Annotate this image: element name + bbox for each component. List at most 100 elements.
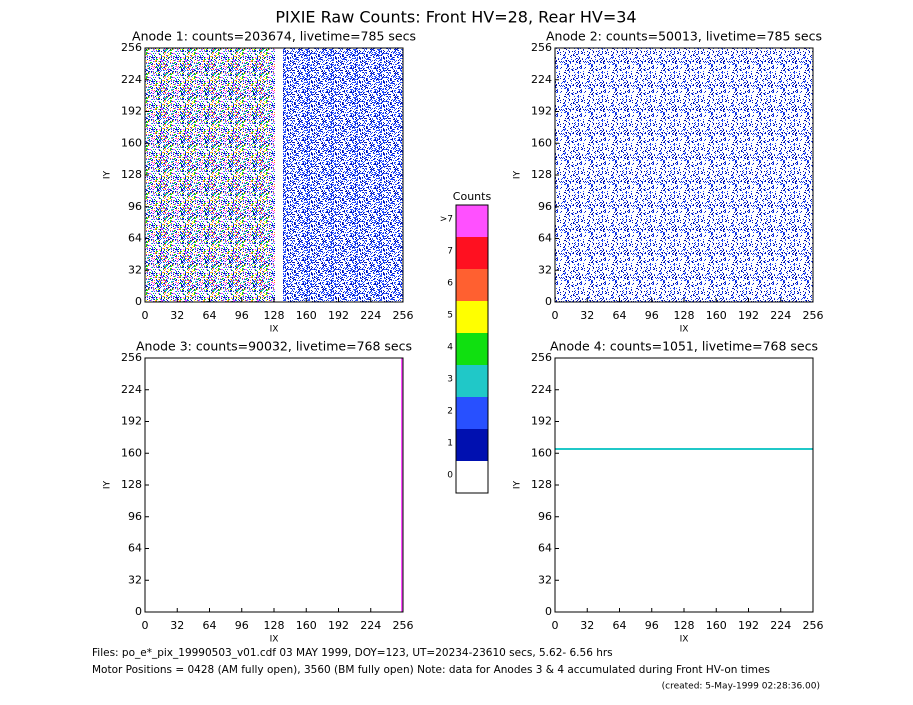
y-tick-label: 256	[531, 41, 552, 54]
colorbar-box	[456, 461, 488, 493]
y-tick-label: 224	[121, 73, 142, 86]
y-tick-label: 96	[538, 200, 552, 213]
y-tick-label: 96	[128, 200, 142, 213]
y-tick-label: 160	[121, 136, 142, 149]
x-tick-label: 128	[264, 309, 285, 322]
x-axis-label: IX	[270, 325, 279, 335]
colorbar-box	[456, 205, 488, 237]
x-tick-label: 96	[645, 619, 659, 632]
colorbar-label: 5	[447, 311, 453, 321]
colorbar-label: >7	[440, 215, 453, 225]
colorbar-label: 3	[447, 375, 453, 385]
colorbar-label: 0	[447, 471, 453, 481]
plot-frame	[554, 357, 814, 613]
x-tick-label: 224	[360, 619, 381, 632]
y-tick-label: 64	[128, 232, 142, 245]
x-tick-label: 32	[170, 309, 184, 322]
y-tick-label: 160	[531, 446, 552, 459]
x-axis-label: IX	[680, 325, 689, 335]
colorbar-label: 2	[447, 407, 453, 417]
footer-line: Motor Positions = 0428 (AM fully open), …	[92, 664, 770, 676]
panel-title: Anode 2: counts=50013, livetime=785 secs	[546, 29, 822, 44]
y-tick-label: 64	[128, 542, 142, 555]
x-tick-label: 64	[613, 619, 627, 632]
y-tick-label: 224	[531, 383, 552, 396]
x-tick-label: 160	[706, 309, 727, 322]
y-tick-label: 192	[121, 105, 142, 118]
x-tick-label: 96	[235, 619, 249, 632]
y-tick-label: 256	[531, 351, 552, 364]
x-tick-label: 96	[235, 309, 249, 322]
y-tick-label: 128	[121, 478, 142, 491]
x-tick-label: 160	[706, 619, 727, 632]
y-tick-label: 32	[538, 263, 552, 276]
colorbar-box	[456, 301, 488, 333]
x-tick-label: 128	[674, 619, 695, 632]
y-tick-label: 32	[128, 263, 142, 276]
y-tick-label: 0	[545, 605, 552, 618]
panel-title: Anode 1: counts=203674, livetime=785 sec…	[132, 29, 416, 44]
texture	[283, 48, 403, 302]
colorbar-label: 7	[447, 247, 453, 257]
x-tick-label: 224	[770, 309, 791, 322]
x-tick-label: 96	[645, 309, 659, 322]
y-tick-label: 160	[531, 136, 552, 149]
x-tick-label: 64	[203, 309, 217, 322]
y-tick-label: 96	[128, 510, 142, 523]
x-tick-label: 0	[552, 309, 559, 322]
x-tick-label: 32	[170, 619, 184, 632]
y-tick-label: 160	[121, 446, 142, 459]
y-tick-label: 256	[121, 41, 142, 54]
y-tick-label: 128	[531, 168, 552, 181]
footer-line: Files: po_e*_pix_19990503_v01.cdf 03 MAY…	[92, 647, 613, 659]
texture	[555, 448, 813, 450]
panel-title: Anode 3: counts=90032, livetime=768 secs	[136, 339, 412, 354]
x-tick-label: 128	[264, 619, 285, 632]
x-tick-label: 160	[296, 619, 317, 632]
colorbar-label: 4	[447, 343, 453, 353]
y-tick-label: 64	[538, 542, 552, 555]
footer-line: (created: 5-May-1999 02:28:36.00)	[662, 682, 820, 692]
x-tick-label: 192	[738, 309, 759, 322]
x-tick-label: 0	[142, 309, 149, 322]
colorbar-box	[456, 237, 488, 269]
x-axis-label: IX	[680, 635, 689, 645]
colorbar-box	[456, 269, 488, 301]
x-tick-label: 256	[803, 619, 824, 632]
x-tick-label: 0	[142, 619, 149, 632]
y-axis-label: IY	[103, 480, 113, 489]
x-tick-label: 224	[360, 309, 381, 322]
x-tick-label: 192	[328, 619, 349, 632]
x-tick-label: 192	[328, 309, 349, 322]
colorbar-frame	[455, 204, 489, 494]
colorbar-label: 6	[447, 279, 453, 289]
y-tick-label: 192	[121, 415, 142, 428]
colorbar-box	[456, 333, 488, 365]
y-tick-label: 32	[128, 573, 142, 586]
y-tick-label: 128	[121, 168, 142, 181]
y-axis-label: IY	[513, 480, 523, 489]
texture	[555, 48, 813, 302]
colorbar-box	[456, 429, 488, 461]
y-tick-label: 32	[538, 573, 552, 586]
x-tick-label: 256	[393, 619, 414, 632]
x-tick-label: 32	[580, 619, 594, 632]
x-tick-label: 224	[770, 619, 791, 632]
page-title: PIXIE Raw Counts: Front HV=28, Rear HV=3…	[275, 8, 636, 27]
x-tick-label: 256	[393, 309, 414, 322]
y-tick-label: 224	[121, 383, 142, 396]
y-tick-label: 192	[531, 415, 552, 428]
panel-title: Anode 4: counts=1051, livetime=768 secs	[550, 339, 818, 354]
x-tick-label: 0	[552, 619, 559, 632]
y-axis-label: IY	[513, 170, 523, 179]
x-tick-label: 64	[203, 619, 217, 632]
plot-frame	[144, 357, 404, 613]
y-tick-label: 0	[135, 295, 142, 308]
y-tick-label: 224	[531, 73, 552, 86]
x-tick-label: 192	[738, 619, 759, 632]
x-tick-label: 64	[613, 309, 627, 322]
y-tick-label: 128	[531, 478, 552, 491]
x-tick-label: 256	[803, 309, 824, 322]
y-tick-label: 0	[545, 295, 552, 308]
